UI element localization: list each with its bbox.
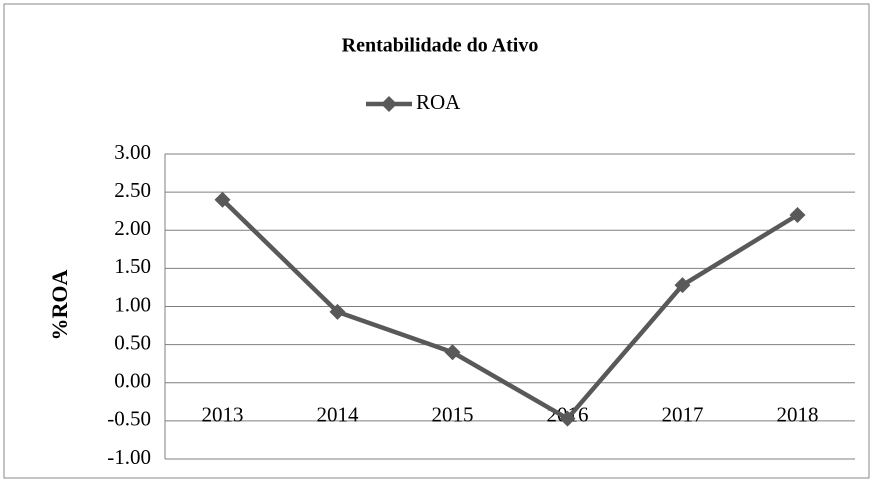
y-axis-label: %ROA bbox=[47, 269, 72, 340]
x-tick-label: 2014 bbox=[317, 403, 360, 427]
y-tick-label: -1.00 bbox=[107, 445, 151, 469]
x-tick-label: 2013 bbox=[202, 403, 244, 427]
y-tick-label: 1.50 bbox=[114, 254, 151, 278]
chart-frame bbox=[3, 3, 870, 479]
legend-label: ROA bbox=[416, 90, 461, 114]
y-tick-label: 2.00 bbox=[114, 216, 151, 240]
series-line bbox=[220, 198, 799, 421]
x-tick-label: 2015 bbox=[432, 403, 474, 427]
point-marker bbox=[674, 277, 691, 294]
point-marker bbox=[559, 410, 576, 427]
legend-marker bbox=[381, 96, 397, 112]
y-tick-label: 1.00 bbox=[114, 292, 151, 316]
chart-title: Rentabilidade do Ativo bbox=[342, 35, 539, 57]
x-tick-label: 2018 bbox=[777, 403, 819, 427]
y-tick-label: -0.50 bbox=[107, 407, 151, 431]
y-tick-label: 0.00 bbox=[114, 369, 151, 393]
point-marker bbox=[789, 207, 806, 223]
y-tick-label: 3.00 bbox=[114, 140, 151, 164]
y-tick-label: 0.50 bbox=[114, 330, 151, 354]
point-marker bbox=[329, 303, 346, 320]
point-marker bbox=[444, 344, 461, 361]
x-tick-label: 2017 bbox=[662, 403, 704, 427]
point-marker bbox=[214, 191, 231, 208]
y-tick-label: 2.50 bbox=[114, 178, 151, 202]
